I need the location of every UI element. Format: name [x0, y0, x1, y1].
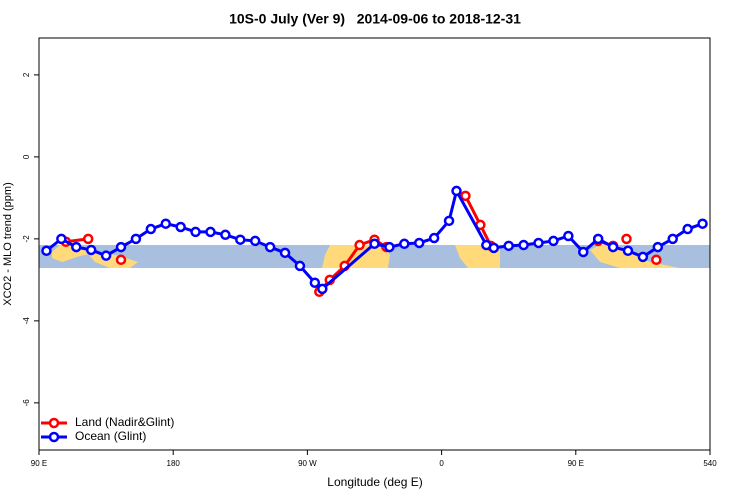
data-point	[592, 233, 604, 245]
data-point	[71, 241, 82, 253]
data-point	[548, 235, 559, 247]
legend-label: Land (Nadir&Glint)	[75, 415, 174, 429]
data-point	[56, 233, 67, 245]
x-tick-label: 90 E	[31, 459, 47, 468]
data-point	[115, 254, 127, 266]
data-point	[264, 241, 276, 253]
data-point	[100, 250, 112, 261]
data-point	[451, 185, 462, 197]
data-point	[175, 221, 186, 233]
data-point	[399, 238, 410, 250]
x-tick-label: 90 E	[568, 459, 584, 468]
y-tick-label: -4	[22, 317, 31, 325]
data-point	[667, 233, 678, 245]
data-point	[130, 233, 142, 245]
data-point	[578, 246, 589, 258]
data-point	[160, 218, 171, 229]
plot-frame	[38, 37, 711, 451]
data-point	[488, 242, 500, 254]
data-point	[279, 247, 291, 259]
data-point	[637, 251, 649, 263]
data-point	[249, 235, 261, 247]
y-tick-label: 2	[22, 72, 31, 77]
land-shape	[455, 245, 500, 268]
data-point	[682, 223, 693, 235]
data-point	[41, 245, 52, 257]
y-tick-label: -6	[22, 399, 31, 407]
data-point	[697, 218, 708, 229]
land-shape	[322, 245, 390, 268]
data-point	[460, 190, 471, 202]
x-tick-label: 90 W	[298, 459, 317, 468]
data-point	[652, 241, 664, 253]
x-tick-label: 0	[439, 459, 444, 468]
y-tick-label: 0	[22, 154, 31, 159]
data-point	[607, 241, 619, 253]
data-point	[145, 223, 157, 235]
data-point	[85, 244, 97, 256]
y-axis-label: XCO2 - MLO trend (ppm)	[2, 182, 14, 305]
x-axis-label: Longitude (deg E)	[327, 475, 422, 489]
data-point	[621, 233, 632, 245]
chart-title: 10S-0 July (Ver 9) 2014-09-06 to 2018-12…	[229, 11, 521, 27]
data-point	[622, 245, 634, 257]
data-point	[294, 260, 306, 272]
legend-label: Ocean (Glint)	[75, 429, 146, 443]
data-point	[651, 254, 662, 266]
data-point	[309, 277, 321, 288]
data-point	[563, 230, 574, 242]
data-point	[115, 241, 127, 253]
data-point	[518, 239, 529, 251]
data-point	[354, 239, 365, 251]
data-point	[317, 283, 328, 295]
data-point	[384, 241, 395, 253]
data-point	[205, 226, 216, 238]
data-point	[503, 240, 514, 252]
data-point	[82, 233, 94, 245]
data-point	[413, 237, 425, 249]
data-point	[533, 237, 544, 249]
x-tick-label: 540	[703, 459, 717, 468]
legend: Land (Nadir&Glint)Ocean (Glint)	[41, 415, 174, 443]
legend-marker	[48, 417, 60, 429]
data-point	[190, 226, 201, 238]
data-point	[443, 215, 455, 227]
data-point	[235, 234, 246, 245]
data-point	[369, 238, 380, 250]
y-tick-label: -2	[22, 235, 31, 243]
data-point	[428, 232, 440, 244]
x-tick-label: 180	[167, 459, 181, 468]
legend-marker	[48, 431, 60, 443]
data-point	[220, 229, 231, 241]
